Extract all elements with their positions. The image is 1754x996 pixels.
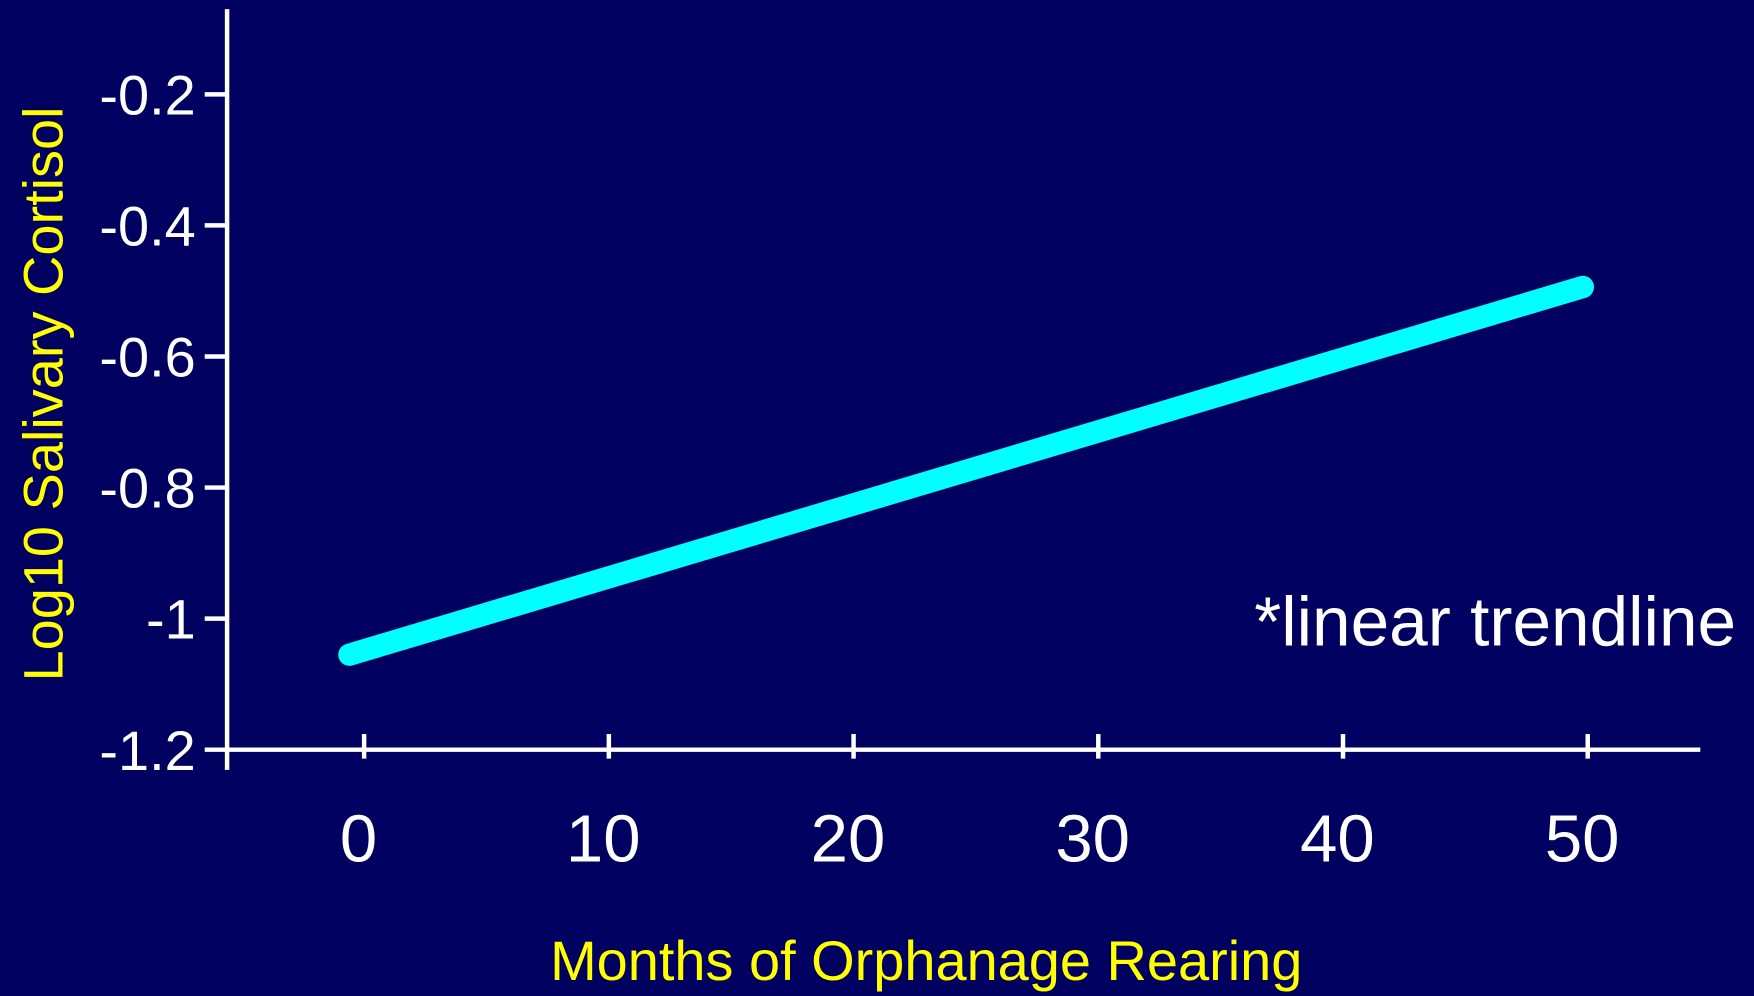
trend-line — [338, 275, 1595, 666]
x-tick-label: 0 — [340, 802, 377, 877]
x-axis-title: Months of Orphanage Rearing — [550, 929, 1302, 992]
x-tick-label: 50 — [1545, 802, 1620, 877]
x-tick-label: 30 — [1055, 802, 1130, 877]
y-tick-label: -1.2 — [99, 719, 195, 782]
y-tick-label: -1 — [146, 588, 196, 651]
y-tick-label: -0.8 — [99, 457, 195, 520]
y-axis-title: Log10 Salivary Cortisol — [12, 106, 75, 681]
x-tick-label: 10 — [566, 802, 641, 877]
y-tick-label: -0.6 — [99, 326, 195, 389]
x-tick-label: 20 — [811, 802, 886, 877]
x-tick-label: 40 — [1300, 802, 1375, 877]
y-tick-label: -0.2 — [99, 63, 195, 126]
annotation: *linear trendline — [1254, 583, 1736, 661]
y-tick-label: -0.4 — [99, 195, 195, 258]
